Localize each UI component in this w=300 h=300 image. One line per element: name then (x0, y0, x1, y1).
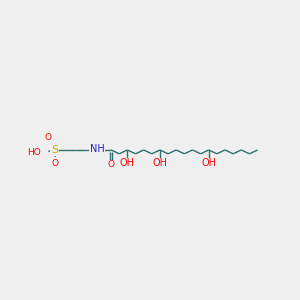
Text: NH: NH (90, 144, 105, 154)
Text: HO: HO (28, 148, 41, 157)
Text: O: O (52, 158, 59, 167)
Text: S: S (51, 145, 58, 155)
Text: O: O (45, 133, 52, 142)
Text: OH: OH (152, 158, 167, 168)
Text: O: O (108, 160, 115, 169)
Text: OH: OH (120, 158, 135, 168)
Text: OH: OH (201, 158, 216, 168)
